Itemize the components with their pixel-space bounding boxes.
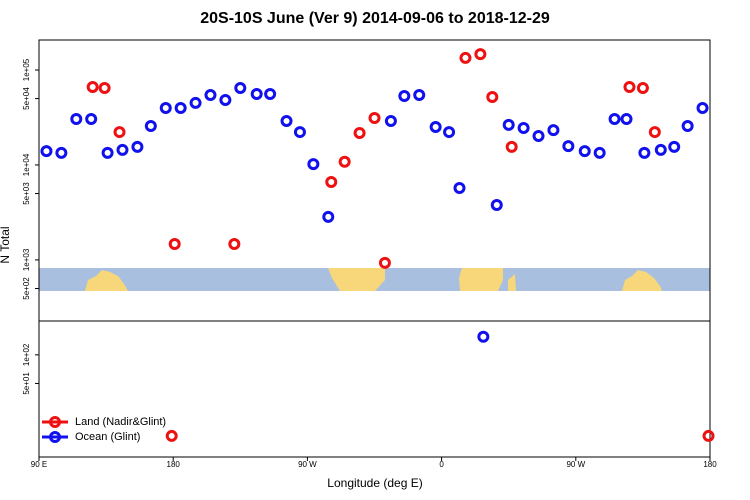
point — [131, 140, 144, 153]
point — [578, 145, 591, 158]
y-tick-label: 5e+03 — [22, 182, 31, 205]
x-tick-label: 90 W — [298, 460, 317, 469]
point — [532, 129, 545, 142]
point — [490, 198, 503, 211]
legend-marker — [49, 416, 61, 428]
point — [654, 143, 667, 156]
land — [459, 268, 516, 291]
y-axis-label: N Total — [0, 226, 12, 263]
point — [144, 120, 157, 133]
legend: Land (Nadir&Glint) Ocean (Glint) — [42, 416, 166, 443]
point — [116, 143, 129, 156]
y-tick-label: 1e+05 — [22, 58, 31, 81]
point — [378, 256, 391, 269]
land — [328, 268, 385, 291]
point — [593, 146, 606, 159]
point — [696, 101, 709, 114]
point — [293, 126, 306, 139]
point — [353, 127, 366, 140]
point — [168, 238, 181, 251]
point — [101, 146, 114, 159]
x-tick-label: 180 — [703, 460, 717, 469]
point — [668, 140, 681, 153]
point — [307, 158, 320, 171]
point — [636, 81, 649, 94]
x-tick-label: 90 E — [31, 460, 47, 469]
legend-label: Land (Nadir&Glint) — [75, 416, 166, 428]
point — [505, 140, 518, 153]
point — [429, 121, 442, 134]
point — [547, 124, 560, 137]
point — [608, 112, 621, 125]
y-tick-label: 1e+02 — [22, 343, 31, 366]
point — [620, 112, 633, 125]
x-axis-label: Longitude (deg E) — [327, 476, 422, 490]
point — [562, 140, 575, 153]
legend-label: Ocean (Glint) — [75, 431, 140, 443]
point — [486, 90, 499, 103]
point — [443, 126, 456, 139]
point — [264, 87, 277, 100]
point — [40, 145, 53, 158]
point — [384, 115, 397, 128]
point — [368, 112, 381, 125]
point — [70, 112, 83, 125]
point — [648, 126, 661, 139]
point — [453, 181, 466, 194]
land — [622, 270, 662, 291]
y-tick-label: 5e+04 — [22, 87, 31, 110]
point — [250, 87, 263, 100]
chart-title: 20S-10S June (Ver 9) 2014-09-06 to 2018-… — [200, 10, 550, 27]
point — [474, 48, 487, 61]
point — [219, 94, 232, 107]
point — [325, 175, 338, 188]
point — [702, 429, 715, 442]
point — [502, 118, 515, 131]
x-tick-label: 180 — [167, 460, 181, 469]
point — [98, 81, 111, 94]
point — [517, 122, 530, 135]
point — [165, 429, 178, 442]
plot-frame — [38, 39, 711, 458]
point — [85, 112, 98, 125]
point — [338, 155, 351, 168]
point — [55, 146, 68, 159]
point — [86, 81, 99, 94]
point — [113, 126, 126, 139]
point — [459, 51, 472, 64]
y-tick-label: 1e+04 — [22, 153, 31, 176]
point — [234, 81, 247, 94]
point — [638, 146, 651, 159]
y-tick-label: 5e+02 — [22, 277, 31, 300]
point — [477, 330, 490, 343]
point — [189, 96, 202, 109]
legend-marker — [49, 431, 61, 443]
y-tick-label: 5e+01 — [22, 372, 31, 395]
point — [322, 210, 335, 223]
point — [280, 115, 293, 128]
y-tick-label: 1e+03 — [22, 248, 31, 271]
point — [174, 101, 187, 114]
x-tick-label: 0 — [439, 460, 444, 469]
point — [204, 89, 217, 102]
point — [681, 120, 694, 133]
point — [413, 89, 426, 102]
point — [228, 238, 241, 251]
point — [159, 101, 172, 114]
map-strip — [39, 268, 710, 291]
x-tick-label: 90 W — [566, 460, 585, 469]
point — [398, 90, 411, 103]
point — [623, 81, 636, 94]
land — [85, 270, 128, 291]
